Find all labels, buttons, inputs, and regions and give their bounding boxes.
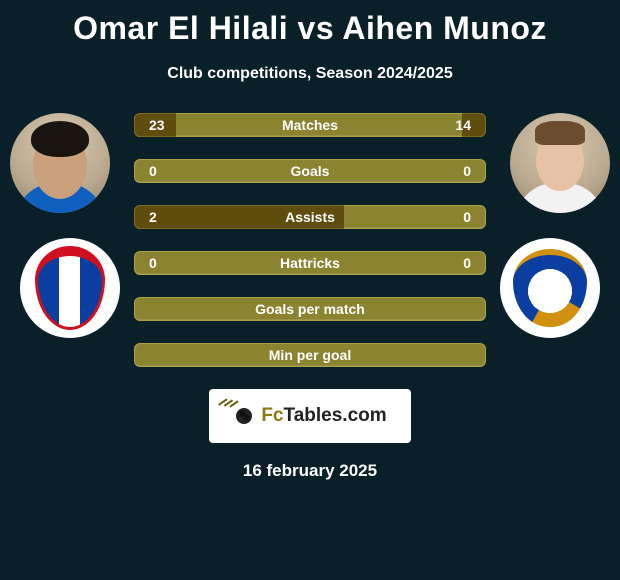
stat-bar: 2Assists0 <box>134 205 486 229</box>
stat-label: Assists <box>135 206 485 228</box>
stat-bar: 0Goals0 <box>134 159 486 183</box>
subtitle: Club competitions, Season 2024/2025 <box>0 65 620 83</box>
stat-label: Min per goal <box>135 344 485 366</box>
stat-bar: 23Matches14 <box>134 113 486 137</box>
stat-bar: Min per goal <box>134 343 486 367</box>
date-line: 16 february 2025 <box>0 461 620 481</box>
stat-bar: 0Hattricks0 <box>134 251 486 275</box>
fctables-logo: FcTables.com <box>209 389 411 443</box>
stat-value-right: 0 <box>463 206 471 228</box>
logo-text: FcTables.com <box>261 405 386 427</box>
stat-label: Hattricks <box>135 252 485 274</box>
player-left-avatar <box>10 113 110 213</box>
stat-label: Goals per match <box>135 298 485 320</box>
comparison-panel: 23Matches140Goals02Assists00Hattricks0Go… <box>0 113 620 481</box>
stat-value-right: 0 <box>463 160 471 182</box>
stat-label: Matches <box>135 114 485 136</box>
ball-icon <box>233 405 255 427</box>
page-title: Omar El Hilali vs Aihen Munoz <box>0 0 620 47</box>
stat-bars: 23Matches140Goals02Assists00Hattricks0Go… <box>134 113 486 367</box>
player-right-avatar <box>510 113 610 213</box>
stat-label: Goals <box>135 160 485 182</box>
stat-value-right: 14 <box>455 114 471 136</box>
club-right-crest <box>500 238 600 338</box>
club-left-crest <box>20 238 120 338</box>
stat-bar: Goals per match <box>134 297 486 321</box>
stat-value-right: 0 <box>463 252 471 274</box>
